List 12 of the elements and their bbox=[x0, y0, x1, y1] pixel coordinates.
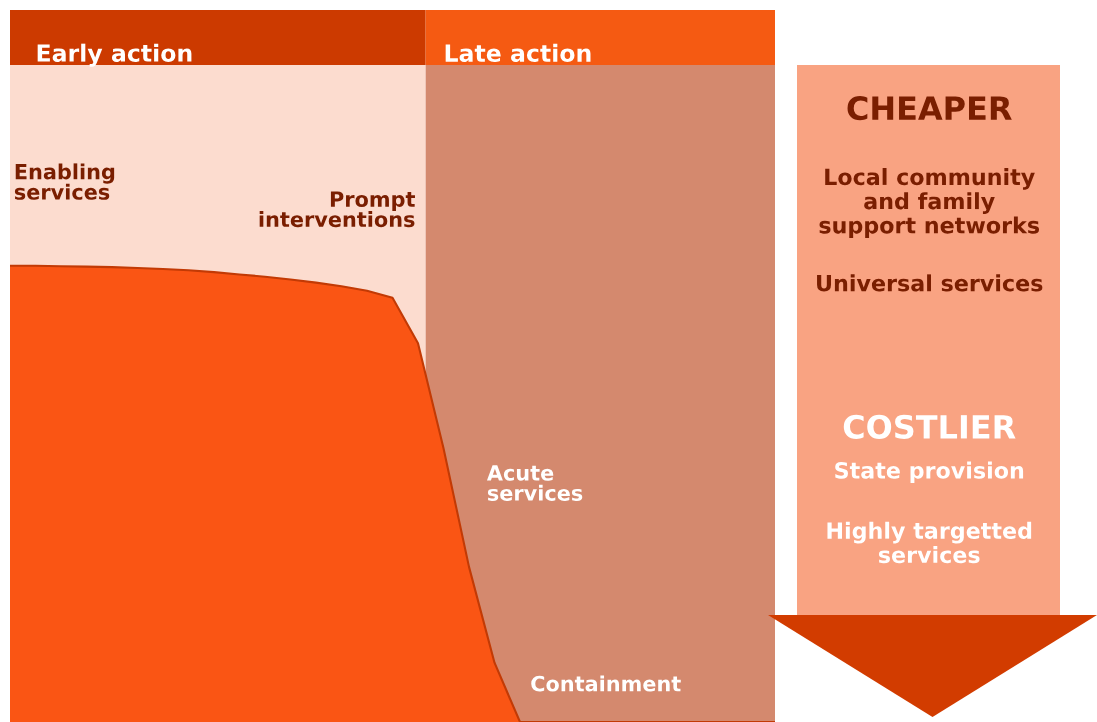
text: Prompt interventions bbox=[259, 191, 415, 228]
text: Highly targetted services bbox=[827, 521, 1032, 564]
text: Enabling services bbox=[14, 163, 115, 200]
text: State provision bbox=[835, 461, 1024, 484]
text: Universal services bbox=[817, 274, 1043, 292]
text: Local community and family support networks bbox=[819, 168, 1040, 238]
text: Early action bbox=[37, 43, 192, 67]
text: Late action bbox=[445, 43, 591, 63]
annotation: Containment bbox=[531, 675, 681, 692]
text: COSTLIER bbox=[843, 414, 1016, 439]
text: CHEAPER bbox=[847, 96, 1012, 121]
annotation: Acute services bbox=[486, 465, 583, 501]
